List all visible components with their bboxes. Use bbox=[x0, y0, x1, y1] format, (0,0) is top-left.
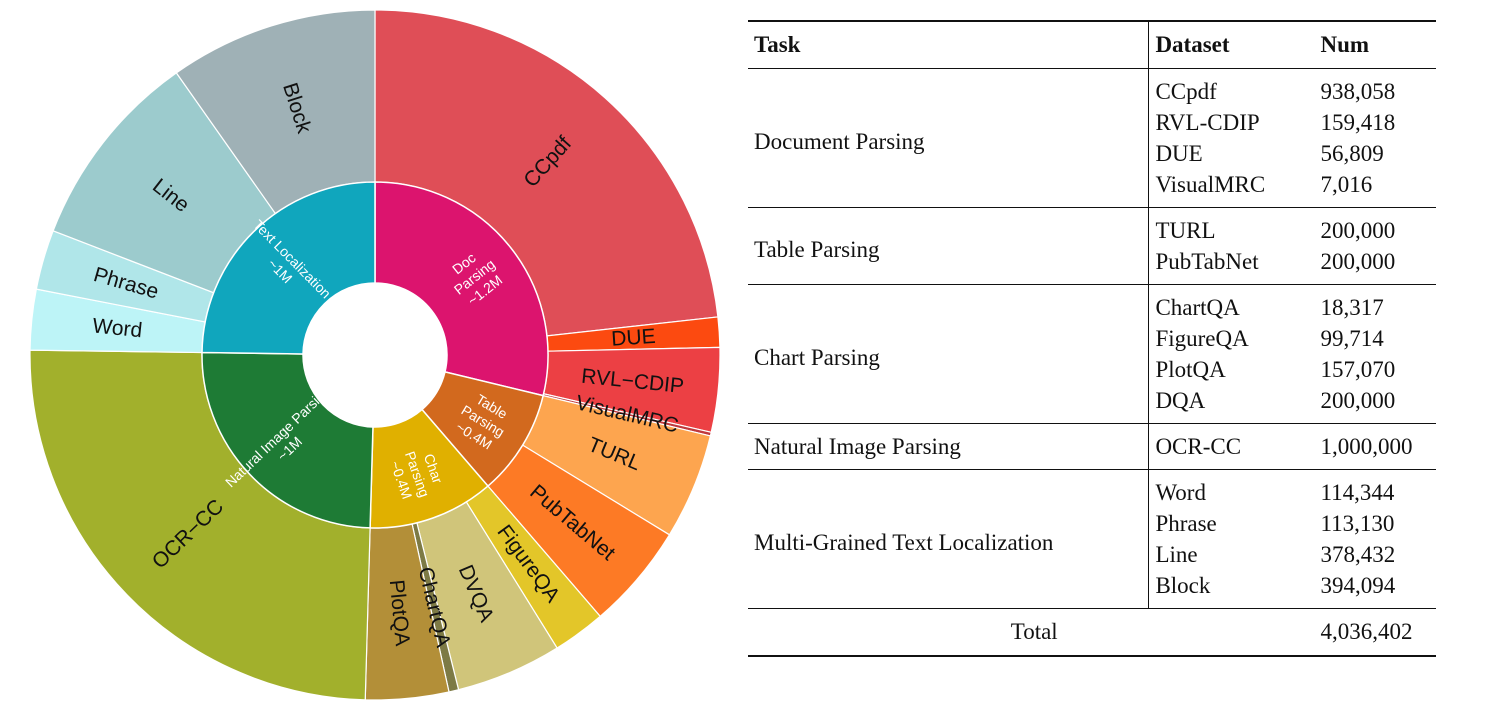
table-group: Natural Image Parsing OCR-CC 1,000,000 bbox=[748, 423, 1436, 470]
table-group: Table Parsing TURL 200,000 PubTabNet 200,000 bbox=[748, 207, 1436, 285]
num-cell: 113,130 bbox=[1320, 511, 1395, 536]
table-row: Natural Image Parsing OCR-CC 1,000,000 bbox=[748, 423, 1436, 470]
table-row: Phrase 113,130 bbox=[748, 508, 1436, 539]
dataset-cell: OCR-CC bbox=[1148, 423, 1315, 470]
inner-ring bbox=[201, 181, 549, 529]
table-group: Document Parsing CCpdf 938,058 RVL-CDIP 159,… bbox=[748, 68, 1436, 208]
dataset-cell: DUE bbox=[1148, 138, 1315, 169]
table-group: Multi-Grained Text Localization Word 114,3… bbox=[748, 469, 1436, 609]
table-row: Table Parsing TURL 200,000 bbox=[748, 207, 1436, 262]
dataset-table-container: Task Dataset Num Document Parsing CCpdf 93… bbox=[748, 20, 1436, 657]
num-cell: 200,000 bbox=[1320, 218, 1396, 243]
dataset-cell: Word bbox=[1148, 469, 1315, 508]
task-cell: Document Parsing bbox=[754, 128, 925, 154]
outer-label: DUE bbox=[611, 325, 657, 351]
table-row: Multi-Grained Text Localization Word 114,3… bbox=[748, 469, 1436, 555]
dataset-cell: Phrase bbox=[1148, 508, 1315, 539]
num-cell: 200,000 bbox=[1320, 388, 1396, 413]
num-cell: 159,418 bbox=[1320, 110, 1396, 135]
task-cell: Table Parsing bbox=[754, 236, 880, 262]
dataset-cell: CCpdf bbox=[1148, 68, 1315, 107]
header-dataset: Dataset bbox=[1148, 20, 1315, 69]
dataset-cell: FigureQA bbox=[1148, 323, 1315, 354]
dataset-cell: PlotQA bbox=[1148, 354, 1315, 385]
total-num: 4,036,402 bbox=[1314, 608, 1436, 657]
total-row: Total 4,036,402 bbox=[748, 608, 1436, 657]
table-row: PlotQA 157,070 bbox=[748, 354, 1436, 385]
num-cell: 114,344 bbox=[1320, 480, 1395, 505]
task-cell: Natural Image Parsing bbox=[754, 433, 961, 459]
dataset-cell: Line bbox=[1148, 539, 1315, 570]
dataset-cell: TURL bbox=[1148, 207, 1315, 246]
num-cell: 7,016 bbox=[1320, 172, 1373, 197]
num-cell: 378,432 bbox=[1320, 542, 1396, 567]
outer-ring bbox=[29, 9, 721, 701]
sunburst-chart: CCpdfDUERVL−CDIPVisualMRCTURLPubTabNetFi… bbox=[29, 9, 721, 701]
center-hole bbox=[303, 283, 447, 427]
task-cell: Multi-Grained Text Localization bbox=[754, 529, 1054, 555]
header-task: Task bbox=[748, 20, 1149, 69]
num-cell: 394,094 bbox=[1320, 573, 1396, 598]
num-cell: 56,809 bbox=[1320, 141, 1384, 166]
table-row: FigureQA 99,714 bbox=[748, 323, 1436, 354]
num-cell: 157,070 bbox=[1320, 357, 1396, 382]
table-row: DQA 200,000 bbox=[748, 385, 1436, 424]
table-row: PubTabNet 200,000 bbox=[748, 246, 1436, 285]
header-num: Num bbox=[1314, 20, 1436, 69]
outer-label: Word bbox=[91, 314, 143, 342]
num-cell: 99,714 bbox=[1320, 326, 1384, 351]
inner-slice-doc-parsing bbox=[374, 181, 549, 397]
table-row: Block 394,094 bbox=[748, 570, 1436, 609]
dataset-table: Task Dataset Num Document Parsing CCpdf 93… bbox=[748, 20, 1436, 657]
table-row: Line 378,432 bbox=[748, 539, 1436, 570]
dataset-cell: ChartQA bbox=[1148, 284, 1315, 323]
dataset-cell: VisualMRC bbox=[1148, 169, 1315, 208]
table-group: Chart Parsing ChartQA 18,317 FigureQA 99,714… bbox=[748, 284, 1436, 424]
dataset-cell: PubTabNet bbox=[1148, 246, 1315, 285]
dataset-cell: RVL-CDIP bbox=[1148, 107, 1315, 138]
dataset-cell: DQA bbox=[1148, 385, 1315, 424]
table-row: RVL-CDIP 159,418 bbox=[748, 107, 1436, 138]
num-cell: 200,000 bbox=[1320, 249, 1396, 274]
table-row: DUE 56,809 bbox=[748, 138, 1436, 169]
table-row: VisualMRC 7,016 bbox=[748, 169, 1436, 208]
num-cell: 1,000,000 bbox=[1320, 434, 1413, 459]
table-row: Chart Parsing ChartQA 18,317 bbox=[748, 284, 1436, 370]
dataset-cell: Block bbox=[1148, 570, 1315, 609]
table-row: Document Parsing CCpdf 938,058 bbox=[748, 68, 1436, 154]
num-cell: 18,317 bbox=[1320, 295, 1384, 320]
num-cell: 938,058 bbox=[1320, 79, 1396, 104]
task-cell: Chart Parsing bbox=[754, 344, 880, 370]
table-header-row: Task Dataset Num bbox=[748, 20, 1436, 69]
total-label: Total bbox=[748, 608, 1315, 657]
